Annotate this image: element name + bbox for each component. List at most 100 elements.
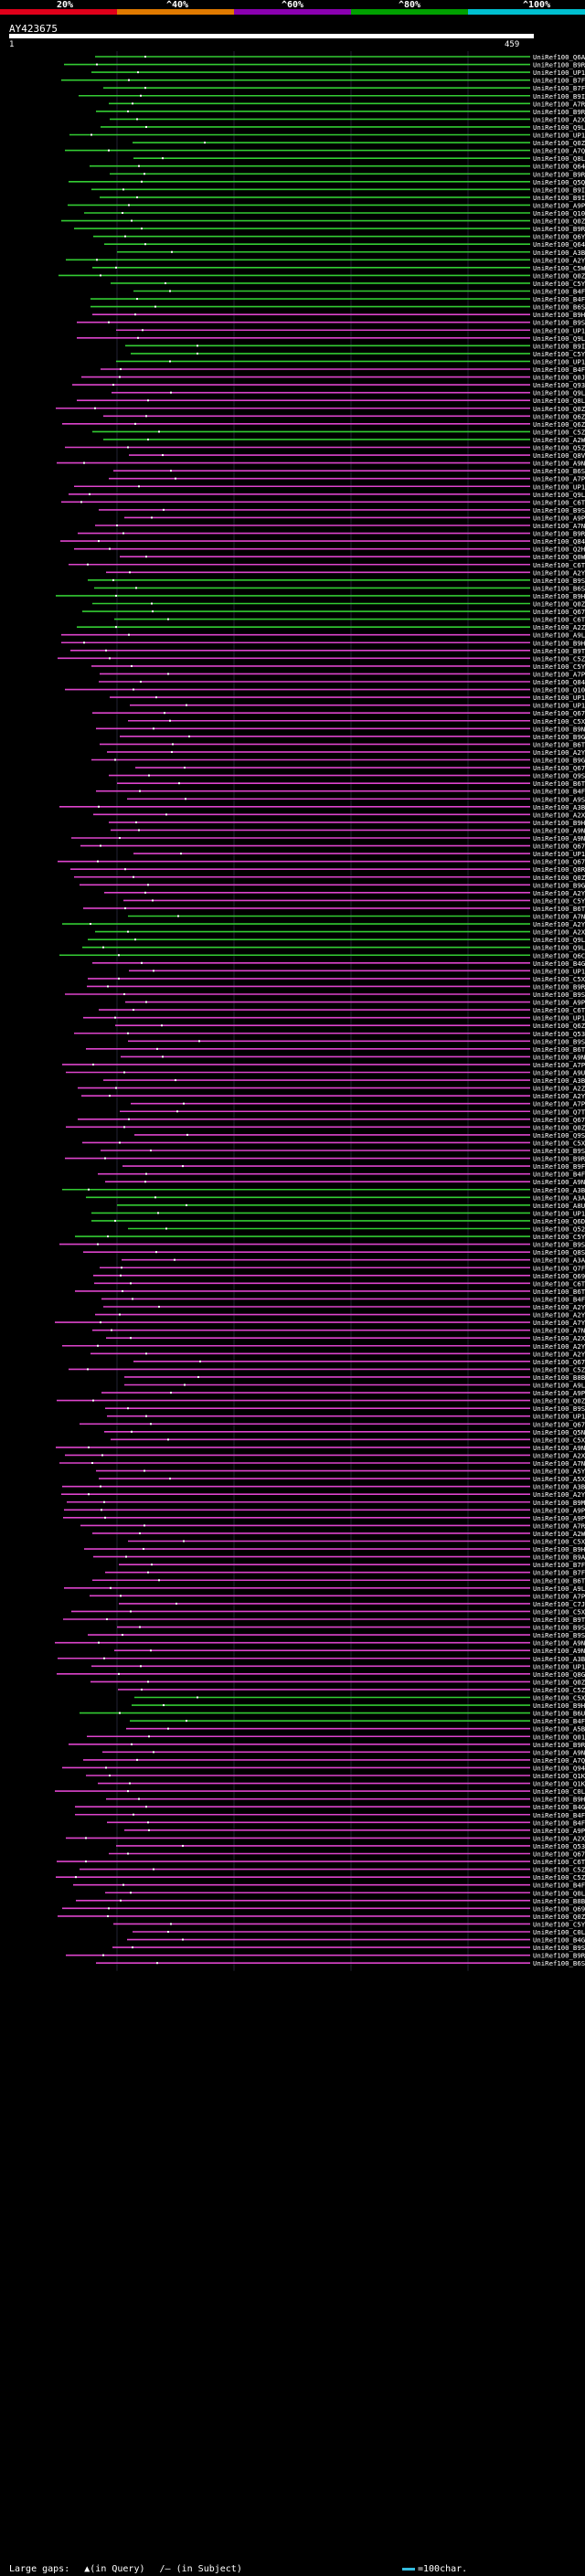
alignment-row[interactable]: UniRef100_A9P1R2 [124, 1827, 585, 1835]
alignment-row[interactable]: UniRef100_B9RVM4 [87, 982, 585, 991]
alignment-row[interactable]: UniRef100_A7R4M2 [109, 100, 585, 108]
alignment-row[interactable]: UniRef100_A3BVH1 [117, 249, 585, 257]
subject-label[interactable]: UniRef100_B8BD38 [533, 1373, 585, 1382]
subject-label[interactable]: UniRef100_A7Q8Z4 [533, 147, 585, 155]
alignment-row[interactable]: UniRef100_Q0ZPW4 [56, 405, 585, 413]
alignment-row[interactable]: UniRef100_A7Q8Z4 [65, 147, 585, 155]
alignment-row[interactable]: UniRef100_A9NQ03 [121, 1053, 585, 1061]
subject-label[interactable]: UniRef100_UP1000 [533, 482, 585, 491]
alignment-row[interactable]: UniRef100_A2Z2S3 [77, 623, 585, 631]
alignment-row[interactable]: UniRef100_Q0ZPW6 [61, 217, 585, 226]
subject-label[interactable]: UniRef100_B6TKK2 [533, 740, 585, 748]
alignment-row[interactable]: UniRef100_Q8VZG3 [129, 451, 585, 460]
alignment-row[interactable]: UniRef100_C5YMQ2 [113, 1920, 585, 1928]
subject-label[interactable]: UniRef100_B6T460 [533, 779, 585, 788]
subject-label[interactable]: UniRef100_B9S4S3 [533, 1631, 585, 1639]
alignment-row[interactable]: UniRef100_A2YL54 [107, 748, 585, 757]
alignment-row[interactable]: UniRef100_A9NZ25 [56, 1444, 585, 1452]
alignment-row[interactable]: UniRef100_A2XEQ2 [93, 811, 585, 819]
alignment-row[interactable]: UniRef100_B9RSQ7 [74, 225, 585, 233]
subject-label[interactable]: UniRef100_A9PGK7 [533, 201, 585, 209]
subject-label[interactable]: UniRef100_A3AUB7 [533, 1193, 585, 1202]
alignment-row[interactable]: UniRef100_B7FKH7 [103, 84, 585, 92]
subject-label[interactable]: UniRef100_UP1000 [533, 132, 585, 140]
subject-label[interactable]: UniRef100_Q69YX7 [533, 1904, 585, 1913]
alignment-row[interactable]: UniRef100_A9LV14 [64, 1585, 585, 1593]
alignment-row[interactable]: UniRef100_A2YW74 [81, 1092, 585, 1100]
alignment-row[interactable]: UniRef100_C0LZF5 [133, 1928, 585, 1936]
subject-label[interactable]: UniRef100_B9HJU7 [533, 592, 585, 600]
alignment-row[interactable]: UniRef100_Q67I23 [109, 1850, 585, 1859]
alignment-row[interactable]: UniRef100_A9P1U1 [124, 514, 585, 522]
subject-label[interactable]: UniRef100_A9PAY0 [533, 1506, 585, 1514]
alignment-row[interactable]: UniRef100_Q69YZ1 [93, 1272, 585, 1280]
subject-label[interactable]: UniRef100_A7R7Z6 [533, 1521, 585, 1530]
alignment-row[interactable]: UniRef100_Q9LMH8 [69, 491, 585, 499]
alignment-row[interactable]: UniRef100_C7J394 [119, 1600, 585, 1608]
alignment-row[interactable]: UniRef100_B9HBY0 [132, 1701, 585, 1710]
subject-label[interactable]: UniRef100_C5YVY0 [533, 896, 585, 905]
subject-label[interactable]: UniRef100_B7FG79 [533, 1561, 585, 1569]
alignment-row[interactable]: UniRef100_A2XMP7 [66, 1834, 585, 1842]
alignment-row[interactable]: UniRef100_A7NWN2 [92, 1327, 585, 1335]
subject-label[interactable]: UniRef100_Q0ZPV0 [533, 271, 585, 280]
subject-label[interactable]: UniRef100_A3B9M3 [533, 1186, 585, 1194]
subject-label[interactable]: UniRef100_B9T389 [533, 1616, 585, 1624]
subject-label[interactable]: UniRef100_B9HWK2 [533, 639, 585, 647]
alignment-row[interactable]: UniRef100_A9NP07 [114, 1647, 585, 1655]
subject-label[interactable]: UniRef100_B9RSQ0 [533, 530, 585, 538]
subject-label[interactable]: UniRef100_A2YFF7 [533, 1311, 585, 1320]
subject-label[interactable]: UniRef100_A9LV42 [533, 631, 585, 640]
alignment-row[interactable]: UniRef100_UP1000 [129, 967, 585, 975]
subject-label[interactable]: UniRef100_B9SB54 [533, 1147, 585, 1155]
subject-label[interactable]: UniRef100_A9NZ91 [533, 460, 585, 468]
subject-label[interactable]: UniRef100_A7QR11 [533, 1756, 585, 1765]
alignment-row[interactable]: UniRef100_A9NSG1 [71, 834, 585, 843]
subject-label[interactable]: UniRef100_UP1000 [533, 1209, 585, 1217]
alignment-row[interactable]: UniRef100_B7F1I7 [61, 77, 585, 85]
subject-label[interactable]: UniRef100_A5B6S2 [533, 1725, 585, 1733]
subject-label[interactable]: UniRef100_B6T2M3 [533, 1576, 585, 1585]
subject-label[interactable]: UniRef100_B9ST21 [533, 506, 585, 514]
subject-label[interactable]: UniRef100_Q52AC9 [533, 1225, 585, 1234]
subject-label[interactable]: UniRef100_Q64641 [533, 240, 585, 249]
subject-label[interactable]: UniRef100_C5Z615 [533, 428, 585, 436]
alignment-row[interactable]: UniRef100_C5YVY0 [123, 896, 585, 905]
subject-label[interactable]: UniRef100_A2YXT1 [533, 256, 585, 264]
alignment-row[interactable]: UniRef100_A3BJL9 [62, 1483, 585, 1491]
subject-label[interactable]: UniRef100_C5YKK0 [533, 1233, 585, 1241]
alignment-row[interactable]: UniRef100_B9R9U9 [64, 61, 585, 69]
subject-label[interactable]: UniRef100_A9P2B6 [533, 999, 585, 1007]
alignment-row[interactable]: UniRef100_Q01JH0 [87, 1733, 585, 1741]
alignment-row[interactable]: UniRef100_B9RSQ0 [78, 530, 585, 538]
subject-label[interactable]: UniRef100_Q6ZD05 [533, 1022, 585, 1030]
subject-label[interactable]: UniRef100_B4FV84 [533, 1171, 585, 1179]
alignment-row[interactable]: UniRef100_A3B9M3 [62, 1186, 585, 1194]
alignment-row[interactable]: UniRef100_A5XTP1 [99, 1475, 585, 1483]
subject-label[interactable]: UniRef100_Q64649 [533, 163, 585, 171]
alignment-row[interactable]: UniRef100_B9H125 [109, 819, 585, 827]
subject-label[interactable]: UniRef100_Q2HRX9 [533, 546, 585, 554]
alignment-row[interactable]: UniRef100_C0LZF6 [55, 1787, 585, 1796]
subject-label[interactable]: UniRef100_B9RVM4 [533, 982, 585, 991]
subject-label[interactable]: UniRef100_Q5ZMN9 [533, 444, 585, 452]
subject-label[interactable]: UniRef100_B9SJR1 [533, 1241, 585, 1249]
subject-label[interactable]: UniRef100_B6TLN0 [533, 905, 585, 913]
subject-label[interactable]: UniRef100_Q67JC5 [533, 709, 585, 717]
alignment-row[interactable]: UniRef100_B9HEZ1 [84, 1545, 585, 1553]
subject-label[interactable]: UniRef100_Q6AAH1 [533, 53, 585, 61]
subject-label[interactable]: UniRef100_C5Z2E1 [533, 1866, 585, 1874]
subject-label[interactable]: UniRef100_Q67I23 [533, 1850, 585, 1859]
subject-label[interactable]: UniRef100_A2YL55 [533, 920, 585, 928]
subject-label[interactable]: UniRef100_A9P1R2 [533, 1827, 585, 1835]
subject-label[interactable]: UniRef100_A7NW32 [533, 522, 585, 530]
alignment-row[interactable]: UniRef100_UP1000 [110, 694, 585, 702]
subject-label[interactable]: UniRef100_A9SLH6 [533, 795, 585, 803]
subject-label[interactable]: UniRef100_Q0LW77 [533, 1889, 585, 1897]
subject-label[interactable]: UniRef100_B6SM66 [533, 584, 585, 592]
subject-label[interactable]: UniRef100_Q53M20 [533, 1842, 585, 1850]
subject-label[interactable]: UniRef100_Q8LAV3 [533, 154, 585, 163]
alignment-row[interactable]: UniRef100_C6TJC8 [99, 1006, 585, 1014]
alignment-row[interactable]: UniRef100_B9S451 [65, 991, 585, 999]
alignment-row[interactable]: UniRef100_Q0ZPU7 [92, 600, 585, 609]
